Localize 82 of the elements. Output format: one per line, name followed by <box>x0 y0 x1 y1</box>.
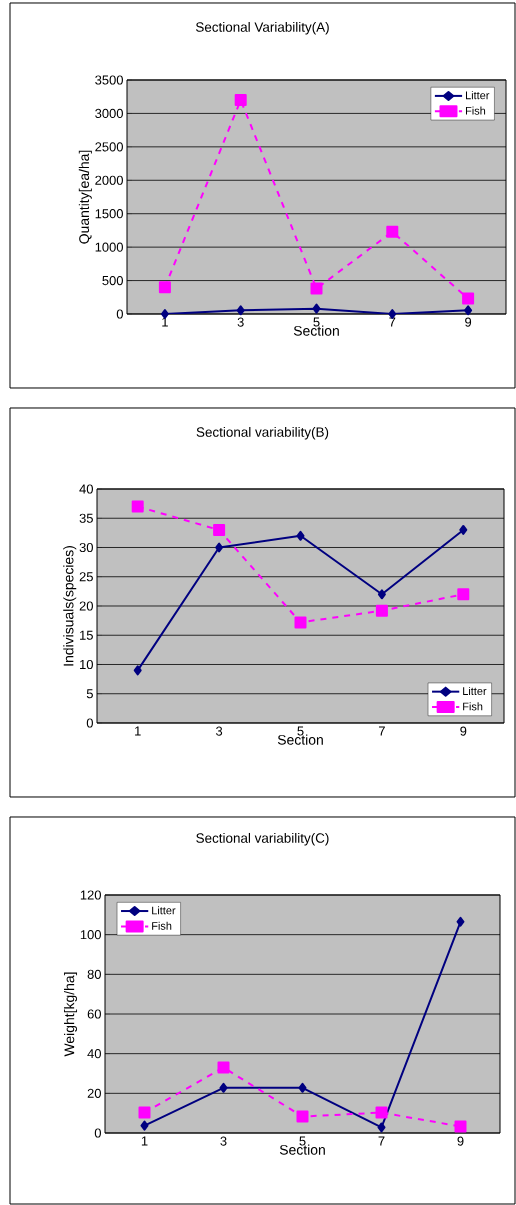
y-tick-label: 1000 <box>95 242 123 252</box>
legend-label: Fish <box>463 702 483 711</box>
y-tick-label: 25 <box>79 572 93 582</box>
point <box>131 500 144 513</box>
y-tick-label: 0 <box>116 309 123 319</box>
y-tick-label: 2500 <box>95 142 123 152</box>
point <box>457 588 470 601</box>
chart-title: Sectional Variability(A) <box>195 21 329 35</box>
x-tick-label: 5 <box>299 1136 306 1146</box>
point <box>294 616 307 629</box>
point <box>296 530 305 541</box>
y-tick-label: 120 <box>80 890 101 900</box>
x-tick-label: 3 <box>237 317 244 327</box>
y-tick-label: 30 <box>79 542 93 553</box>
y-tick-label: 60 <box>87 1009 101 1019</box>
chart-title: Sectional variability(C) <box>196 832 329 846</box>
y-axis-title: Quantity[ea/ha] <box>78 150 92 244</box>
point <box>138 1106 151 1119</box>
point <box>133 665 142 676</box>
x-tick-label: 1 <box>135 726 141 736</box>
point <box>312 303 321 314</box>
legend-label: Fish <box>465 106 486 115</box>
x-tick-label: 7 <box>378 1136 385 1146</box>
x-tick-label: 9 <box>460 726 467 736</box>
y-tick-label: 500 <box>102 275 123 286</box>
x-tick-label: 1 <box>141 1136 148 1146</box>
legend-label: Litter <box>463 686 487 695</box>
y-tick-label: 20 <box>79 601 93 611</box>
legend-label: Litter <box>465 91 490 100</box>
x-tick-label: 5 <box>297 726 304 736</box>
point <box>160 308 169 319</box>
y-axis-title: Weight[kg/ha] <box>64 972 78 1057</box>
y-tick-label: 100 <box>80 930 101 940</box>
y-tick-label: 40 <box>79 484 93 494</box>
x-axis-title: Section <box>277 734 323 745</box>
point <box>296 1110 309 1123</box>
y-tick-label: 0 <box>86 718 93 728</box>
x-tick-label: 9 <box>465 317 472 327</box>
x-tick-label: 1 <box>162 317 168 327</box>
legend-label: Litter <box>152 906 176 915</box>
point <box>217 1061 230 1074</box>
point <box>464 305 473 316</box>
y-tick-label: 20 <box>87 1088 101 1098</box>
x-axis-title: Section <box>293 325 339 336</box>
y-tick-label: 1500 <box>95 209 123 219</box>
x-tick-label: 3 <box>216 726 223 736</box>
y-tick-label: 2000 <box>95 175 123 185</box>
point <box>386 225 399 238</box>
y-tick-label: 80 <box>87 969 101 979</box>
y-tick-label: 15 <box>80 630 93 640</box>
point <box>234 94 247 107</box>
x-tick-label: 5 <box>313 317 320 327</box>
point <box>298 1082 307 1093</box>
point <box>454 1120 467 1133</box>
x-tick-label: 7 <box>378 726 385 736</box>
legend-label: Fish <box>152 921 172 930</box>
point <box>462 292 475 305</box>
point <box>459 524 468 535</box>
point <box>236 305 245 316</box>
y-tick-label: 5 <box>86 689 93 699</box>
y-axis-title: Indivisuals(species) <box>63 546 77 666</box>
x-axis-title: Section <box>279 1144 325 1155</box>
point <box>456 916 465 927</box>
point <box>377 589 386 600</box>
y-tick-label: 35 <box>79 513 93 523</box>
y-tick-label: 3000 <box>95 108 123 118</box>
point <box>215 542 224 553</box>
y-tick-label: 0 <box>94 1128 101 1138</box>
point <box>310 282 323 295</box>
y-tick-label: 3500 <box>95 75 123 85</box>
point <box>219 1082 228 1093</box>
y-tick-label: 40 <box>87 1049 101 1059</box>
point <box>377 1122 386 1133</box>
point <box>375 604 388 617</box>
chart-title: Sectional variability(B) <box>196 426 329 440</box>
point <box>375 1106 388 1119</box>
x-tick-label: 9 <box>457 1136 464 1146</box>
point <box>140 1120 149 1131</box>
y-tick-label: 10 <box>80 659 93 670</box>
point <box>213 523 226 536</box>
x-tick-label: 3 <box>220 1136 227 1146</box>
point <box>158 281 171 294</box>
